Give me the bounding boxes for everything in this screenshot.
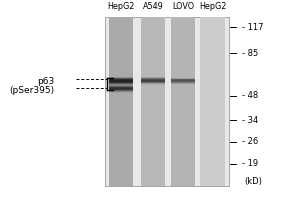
Bar <box>141 83 166 85</box>
Bar <box>109 17 134 186</box>
Text: HepG2: HepG2 <box>107 2 135 11</box>
Text: (pSer395): (pSer395) <box>9 86 54 95</box>
Bar <box>109 83 134 85</box>
Bar <box>171 78 195 79</box>
Text: A549: A549 <box>143 2 164 11</box>
Bar <box>171 79 195 81</box>
Bar <box>141 82 166 84</box>
Bar <box>109 80 134 82</box>
Bar <box>109 89 134 91</box>
Bar <box>109 90 134 92</box>
Bar <box>141 17 166 186</box>
Bar <box>109 85 134 87</box>
Bar <box>109 78 134 80</box>
Text: - 85: - 85 <box>242 49 258 58</box>
Text: HepG2: HepG2 <box>199 2 226 11</box>
Bar <box>109 89 134 90</box>
Text: - 117: - 117 <box>242 23 263 32</box>
Bar <box>171 81 195 82</box>
Text: (kD): (kD) <box>245 177 262 186</box>
Bar <box>109 82 134 84</box>
Text: - 26: - 26 <box>242 137 258 146</box>
Bar <box>141 77 166 79</box>
Bar <box>171 80 195 81</box>
Bar <box>109 77 134 79</box>
Bar <box>171 17 195 186</box>
Text: p63: p63 <box>37 77 54 86</box>
Bar <box>109 84 134 86</box>
Bar <box>109 91 134 93</box>
Text: LOVO: LOVO <box>172 2 194 11</box>
Bar <box>109 81 134 83</box>
Bar <box>109 87 134 89</box>
Bar <box>105 17 229 186</box>
Bar <box>109 79 134 81</box>
Text: - 19: - 19 <box>242 159 258 168</box>
Bar <box>141 80 166 82</box>
Bar <box>141 82 166 83</box>
Bar <box>171 81 195 83</box>
Bar <box>200 17 225 186</box>
Bar <box>171 83 195 84</box>
Text: - 48: - 48 <box>242 91 258 100</box>
Bar <box>141 79 166 81</box>
Bar <box>141 78 166 80</box>
Bar <box>171 82 195 84</box>
Bar <box>109 88 134 89</box>
Bar <box>171 79 195 80</box>
Bar <box>109 86 134 88</box>
Text: - 34: - 34 <box>242 116 258 125</box>
Bar <box>141 81 166 82</box>
